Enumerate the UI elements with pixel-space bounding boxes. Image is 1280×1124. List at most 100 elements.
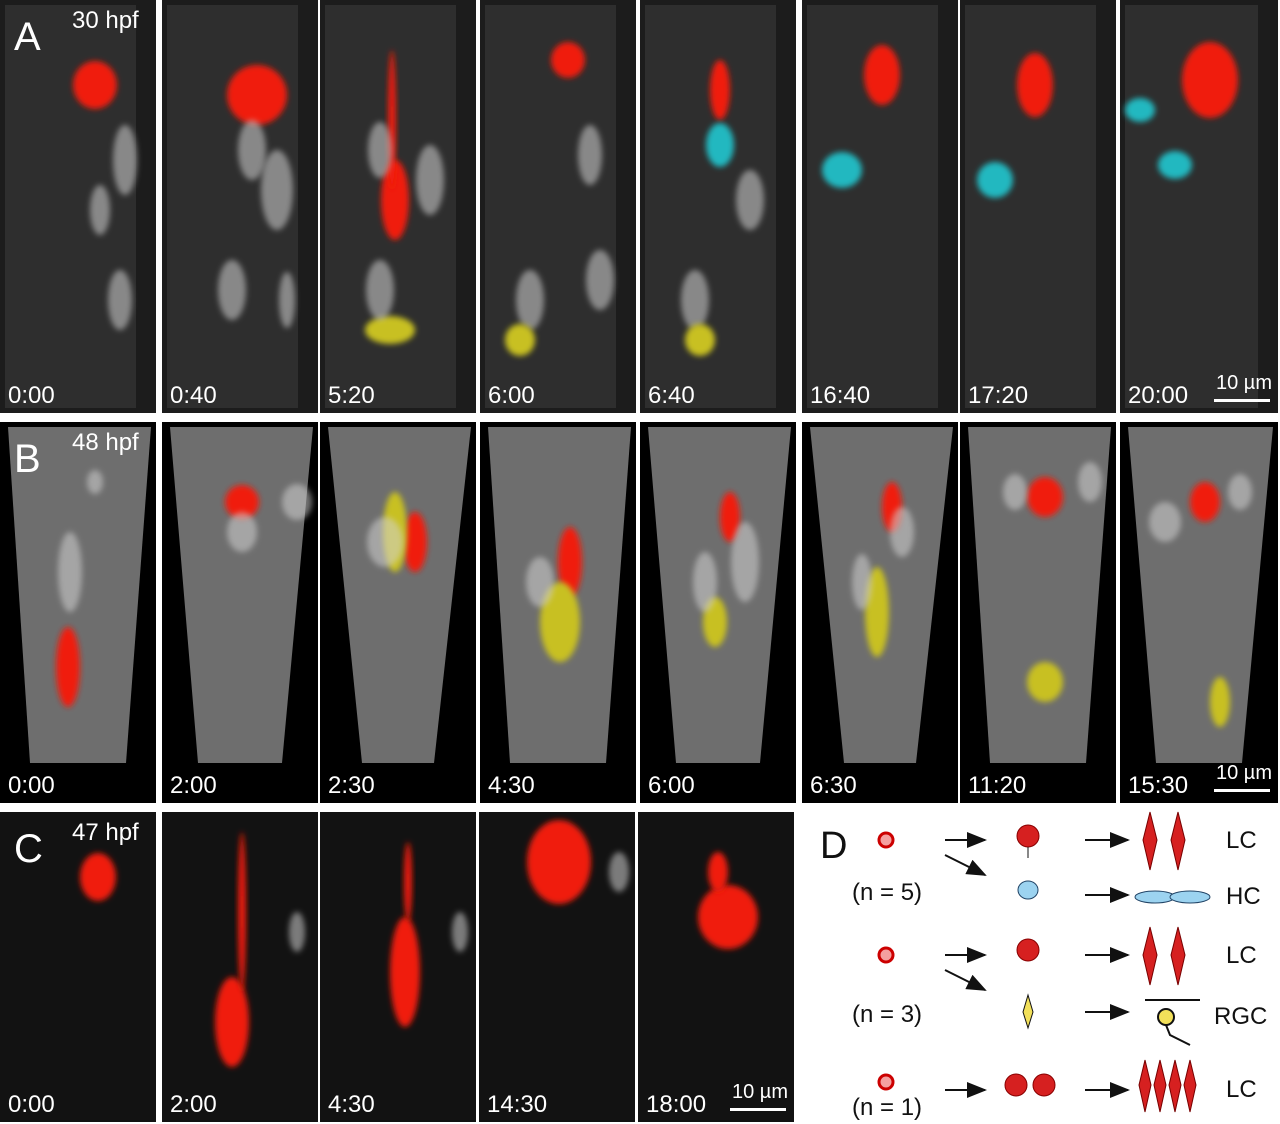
- cell: [526, 557, 554, 607]
- cell-type-label: RGC: [1214, 1003, 1267, 1030]
- cell: [505, 324, 535, 356]
- lc-icon: [1142, 811, 1186, 871]
- cell: [56, 627, 80, 707]
- cell: [261, 150, 293, 230]
- cell: [390, 917, 420, 1027]
- cell: [852, 554, 872, 610]
- cell: [540, 582, 580, 662]
- cell: [698, 885, 758, 949]
- time-label: 6:40: [648, 382, 695, 409]
- lc-precursor-icon: [1016, 824, 1040, 848]
- lc-precursor-icon: [1016, 938, 1040, 962]
- cell: [282, 484, 312, 520]
- cell: [404, 842, 412, 922]
- tissue-region: [968, 427, 1111, 763]
- tissue-region: [5, 5, 136, 408]
- rgc-precursor-icon: [1022, 993, 1034, 1030]
- cell: [113, 125, 137, 195]
- lineage-diagram: D (n = 5) LC HC (n = 3) LC RGC: [820, 811, 1267, 1121]
- cell: [87, 470, 103, 494]
- cell: [73, 61, 117, 109]
- time-label: 6:30: [810, 772, 857, 799]
- time-label: 0:00: [8, 382, 55, 409]
- time-label: 5:20: [328, 382, 375, 409]
- cell: [80, 853, 116, 901]
- panel-letter: D: [820, 825, 847, 867]
- cell: [708, 852, 728, 892]
- hc-precursor-icon: [1017, 880, 1039, 900]
- cell: [1182, 42, 1238, 118]
- arrow: [944, 854, 987, 876]
- arrow: [944, 969, 987, 991]
- cell: [1078, 462, 1102, 502]
- cell: [681, 270, 709, 330]
- cell: [527, 820, 591, 904]
- time-label: 4:30: [328, 1091, 375, 1118]
- cell: [225, 485, 259, 519]
- rgc-icon: [1157, 1008, 1175, 1026]
- cell: [710, 60, 730, 120]
- scale-bar-label: 10 µm: [732, 1081, 788, 1103]
- tissue-region: [328, 427, 471, 763]
- cell: [238, 120, 266, 180]
- count-label: (n = 5): [852, 879, 922, 906]
- cell: [108, 270, 132, 330]
- cell: [977, 162, 1013, 198]
- cell: [1003, 474, 1027, 510]
- cell: [90, 185, 110, 235]
- progenitor-icon: [877, 831, 895, 849]
- cell: [586, 250, 614, 310]
- lc-precursor-icon: [1032, 1073, 1056, 1097]
- stage-label: 47 hpf: [72, 819, 139, 846]
- cell: [1027, 477, 1063, 517]
- cell: [1228, 474, 1252, 510]
- time-label: 16:40: [810, 382, 870, 409]
- cell: [289, 912, 305, 952]
- scale-bar: [730, 1108, 786, 1111]
- time-label: 2:00: [170, 1091, 217, 1118]
- cell: [609, 852, 629, 892]
- time-label: 0:00: [8, 1091, 55, 1118]
- time-label: 15:30: [1128, 772, 1188, 799]
- cell: [736, 170, 764, 230]
- stage-label: 48 hpf: [72, 429, 139, 456]
- lc-precursor-icon: [1004, 1073, 1028, 1097]
- time-label: 20:00: [1128, 382, 1188, 409]
- time-label: 0:00: [8, 772, 55, 799]
- cell: [452, 912, 468, 952]
- time-label: 11:20: [968, 772, 1026, 799]
- progenitor-icon: [877, 1073, 895, 1091]
- tissue-region: [485, 5, 616, 408]
- cell: [1190, 482, 1220, 522]
- panel-letter: A: [14, 15, 41, 59]
- cell: [1125, 98, 1155, 122]
- cell-type-label: HC: [1226, 883, 1261, 910]
- cell: [218, 260, 246, 320]
- cell: [822, 152, 862, 188]
- panel-letter: B: [14, 437, 41, 481]
- cell: [864, 45, 900, 105]
- cell: [279, 272, 295, 328]
- cell: [1149, 502, 1181, 542]
- cell: [368, 122, 392, 178]
- cell: [516, 270, 544, 330]
- tissue-region: [170, 427, 313, 763]
- cell: [238, 832, 246, 992]
- time-label: 2:00: [170, 772, 217, 799]
- rgc-axon: [1165, 1024, 1191, 1046]
- cell: [720, 492, 740, 542]
- time-label: 0:40: [170, 382, 217, 409]
- cell: [731, 522, 759, 602]
- cell: [365, 316, 415, 344]
- cell: [706, 123, 734, 167]
- lc-icon: [1138, 1059, 1197, 1113]
- count-label: (n = 3): [852, 1001, 922, 1028]
- time-label: 14:30: [487, 1091, 547, 1118]
- cell-type-label: LC: [1226, 942, 1257, 969]
- image-panel: [0, 812, 156, 1122]
- scale-bar-label: 10 µm: [1216, 372, 1272, 394]
- time-label: 6:00: [648, 772, 695, 799]
- cell: [1017, 53, 1053, 117]
- scale-bar: [1214, 789, 1270, 792]
